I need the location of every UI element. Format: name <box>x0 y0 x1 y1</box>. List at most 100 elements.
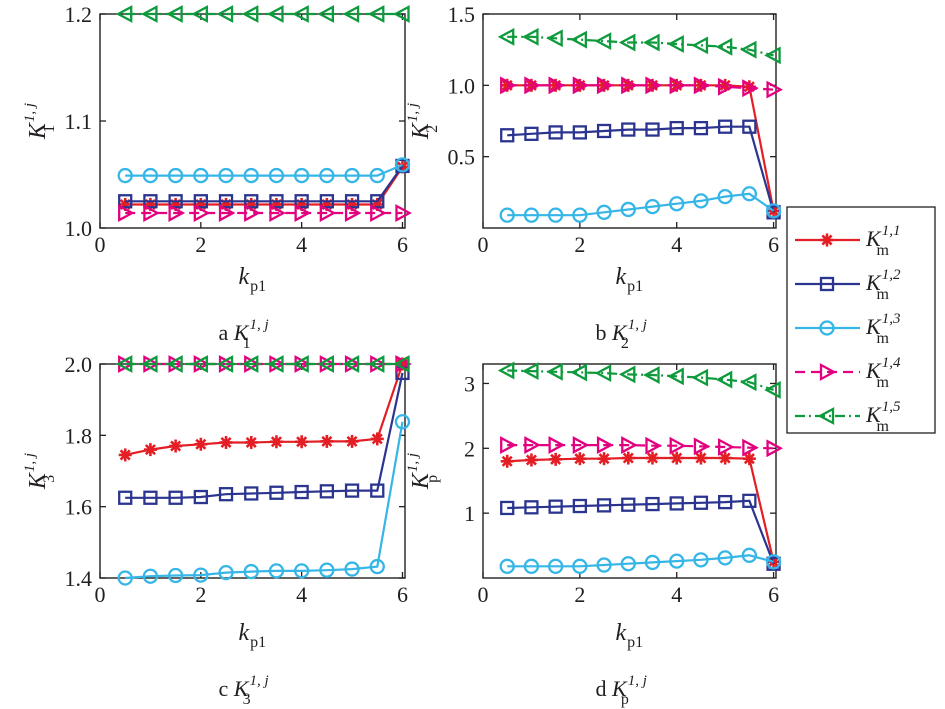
data-point <box>645 76 662 95</box>
data-point <box>669 496 684 511</box>
data-point <box>717 438 735 456</box>
data-point <box>572 125 588 140</box>
y-axis-label: K1, jp <box>405 453 441 490</box>
data-point <box>218 204 236 222</box>
legend-label: K1,4 m <box>865 355 901 391</box>
legend-label: K1,3 m <box>865 311 900 347</box>
data-point <box>500 500 515 516</box>
x-tick-label: 0 <box>95 582 106 607</box>
data-point <box>117 167 133 184</box>
data-point <box>244 486 259 501</box>
data-point <box>766 80 784 99</box>
x-tick-label: 4 <box>671 232 682 257</box>
data-point <box>193 204 211 222</box>
data-point <box>764 381 781 399</box>
y-tick-label: 1.0 <box>448 73 476 98</box>
data-point <box>295 435 309 449</box>
data-point <box>548 76 566 95</box>
data-point <box>524 500 539 515</box>
data-point <box>764 46 781 65</box>
data-point <box>621 76 638 95</box>
data-point <box>168 490 183 505</box>
x-tick-label: 6 <box>397 232 408 257</box>
data-point <box>344 167 360 184</box>
data-point <box>193 167 209 184</box>
data-point <box>669 436 687 455</box>
data-point <box>369 167 385 184</box>
y-tick-label: 1.1 <box>65 109 93 134</box>
legend-entry-1: K1,1 m <box>795 223 900 259</box>
x-tick-label: 4 <box>296 582 307 607</box>
data-point <box>142 167 159 184</box>
data-point <box>193 567 209 583</box>
series-line <box>125 165 404 203</box>
data-point <box>596 76 614 95</box>
legend-entry-5: K1,5 m <box>795 399 901 435</box>
x-tick-label: 2 <box>574 232 585 257</box>
data-point <box>742 438 759 457</box>
data-point <box>596 436 614 454</box>
data-point <box>717 494 733 510</box>
data-point <box>344 483 360 498</box>
data-point <box>546 362 563 381</box>
data-point <box>594 32 612 51</box>
data-point <box>140 5 158 23</box>
y-axis-label: K1, j2 <box>405 103 441 140</box>
data-point <box>241 355 259 373</box>
data-point <box>693 495 709 510</box>
series-line <box>507 369 774 391</box>
data-point <box>621 122 636 137</box>
data-point <box>345 434 359 448</box>
data-point <box>244 435 258 449</box>
data-point <box>572 207 588 223</box>
data-point <box>218 565 234 581</box>
data-point <box>394 414 411 430</box>
data-point <box>166 5 183 23</box>
data-point <box>115 355 133 373</box>
x-tick-label: 0 <box>478 232 489 257</box>
data-point <box>717 550 733 566</box>
data-point <box>572 558 588 574</box>
data-point <box>370 194 385 209</box>
x-axis-label: kp1 <box>239 620 267 651</box>
data-point <box>118 490 133 505</box>
data-point <box>118 194 133 209</box>
data-point <box>294 484 309 500</box>
plot-frame <box>482 13 777 229</box>
series-4 <box>500 76 784 99</box>
data-point <box>191 5 208 23</box>
data-point <box>194 437 208 451</box>
data-point <box>573 452 587 466</box>
data-point <box>167 567 184 584</box>
legend-marker <box>819 276 835 292</box>
data-point <box>594 364 612 383</box>
data-point <box>243 167 259 184</box>
series-1 <box>500 451 781 569</box>
series-line <box>507 84 774 91</box>
data-point <box>394 157 411 173</box>
data-point <box>143 194 158 209</box>
data-point <box>765 554 782 570</box>
data-point <box>497 27 515 46</box>
data-point <box>596 557 612 573</box>
data-point <box>645 436 662 455</box>
x-axis-label: kp1 <box>616 620 644 651</box>
data-point <box>117 570 133 586</box>
series-4 <box>500 436 784 458</box>
data-point <box>620 556 636 572</box>
data-point <box>570 363 588 382</box>
data-point <box>115 5 133 23</box>
data-point <box>143 443 157 457</box>
data-point <box>118 448 132 462</box>
data-point <box>548 499 563 514</box>
data-point <box>243 563 259 580</box>
data-point <box>547 558 564 574</box>
data-point <box>524 126 539 141</box>
